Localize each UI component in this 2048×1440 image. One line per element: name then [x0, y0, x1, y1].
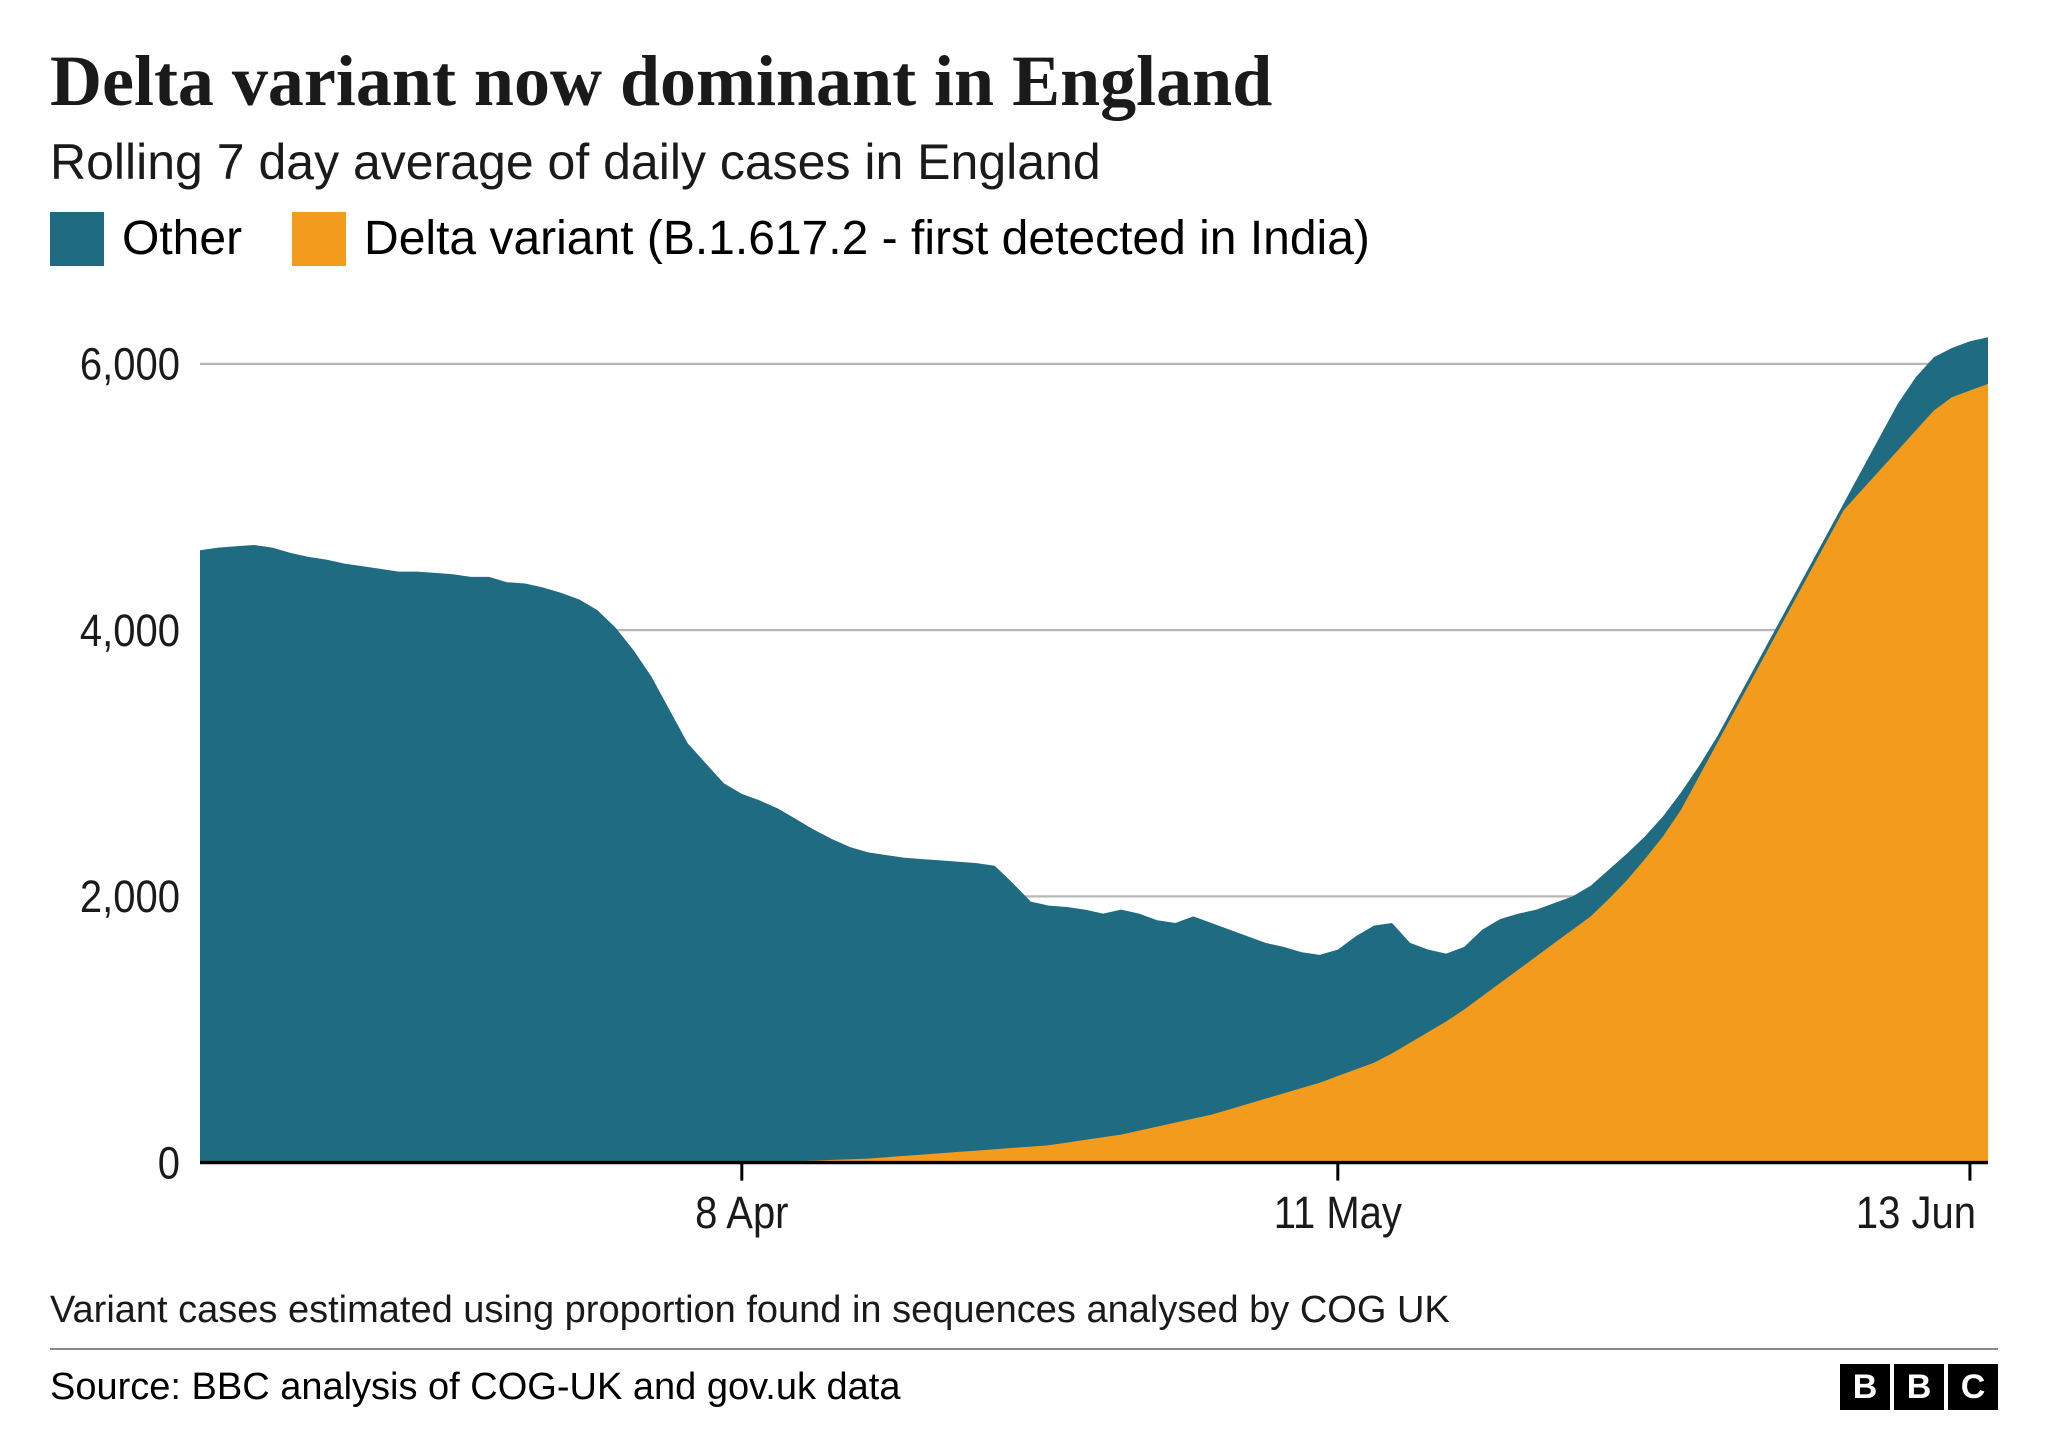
svg-text:6,000: 6,000	[80, 340, 180, 391]
legend-item-delta: Delta variant (B.1.617.2 - first detecte…	[292, 211, 1370, 266]
footnote: Variant cases estimated using proportion…	[50, 1289, 1998, 1350]
bbc-logo-letter: B	[1894, 1364, 1944, 1410]
legend: Other Delta variant (B.1.617.2 - first d…	[50, 211, 1998, 266]
legend-item-other: Other	[50, 211, 242, 266]
svg-text:4,000: 4,000	[80, 606, 180, 657]
legend-swatch	[50, 212, 104, 266]
svg-text:2,000: 2,000	[80, 872, 180, 923]
bbc-logo-letter: C	[1948, 1364, 1998, 1410]
chart-subtitle: Rolling 7 day average of daily cases in …	[50, 133, 1998, 191]
source-row: Source: BBC analysis of COG-UK and gov.u…	[50, 1350, 1998, 1410]
svg-text:11 May: 11 May	[1274, 1188, 1403, 1239]
svg-text:0: 0	[158, 1138, 180, 1189]
area-chart-svg: 0 2,000 4,000 6,000 8 Apr 11 May 13 Jun	[50, 326, 1998, 1253]
source-text: Source: BBC analysis of COG-UK and gov.u…	[50, 1366, 900, 1409]
svg-text:13 Jun: 13 Jun	[1856, 1188, 1976, 1239]
bbc-logo: B B C	[1840, 1364, 1998, 1410]
legend-label: Other	[122, 211, 242, 266]
chart-title: Delta variant now dominant in England	[50, 40, 1998, 123]
legend-swatch	[292, 212, 346, 266]
legend-label: Delta variant (B.1.617.2 - first detecte…	[364, 211, 1370, 266]
svg-text:8 Apr: 8 Apr	[695, 1188, 788, 1239]
bbc-logo-letter: B	[1840, 1364, 1890, 1410]
chart-area: 0 2,000 4,000 6,000 8 Apr 11 May 13 Jun	[50, 326, 1998, 1253]
